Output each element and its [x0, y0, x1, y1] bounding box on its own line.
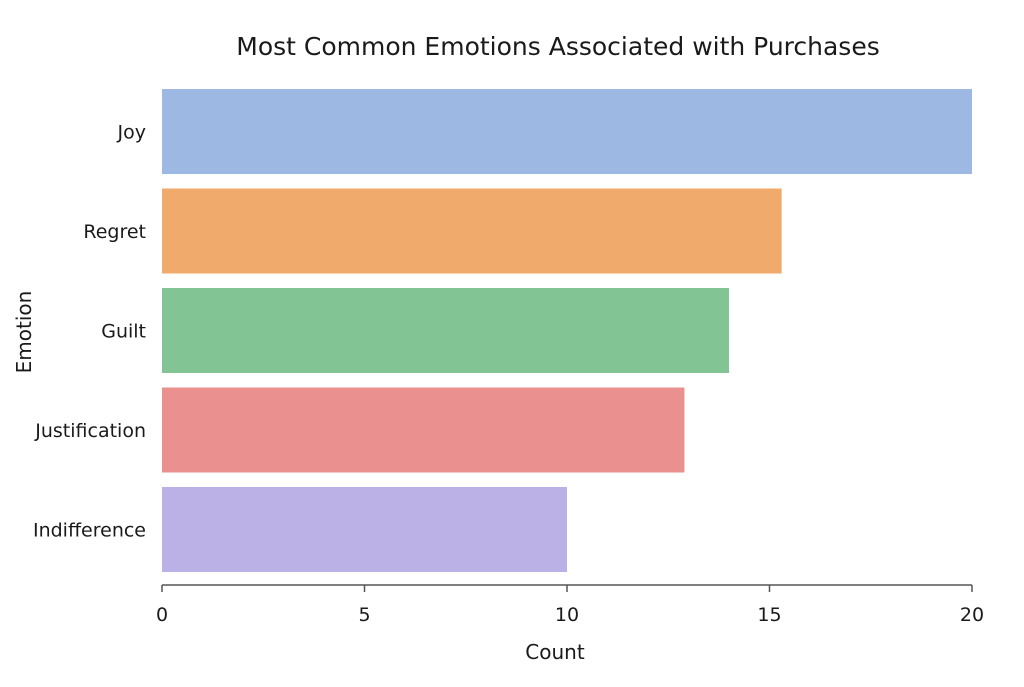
- x-tick-label-10: 10: [555, 604, 579, 626]
- x-tick-label-5: 5: [358, 604, 370, 626]
- bars: [162, 89, 972, 572]
- y-axis-title: Emotion: [12, 291, 36, 374]
- bar-joy: [162, 89, 972, 174]
- bar-indifference: [162, 487, 567, 572]
- x-tick-label-20: 20: [960, 604, 984, 626]
- x-tick-label-0: 0: [156, 604, 168, 626]
- category-label-justification: Justification: [34, 420, 146, 442]
- category-label-guilt: Guilt: [101, 321, 146, 343]
- bar-guilt: [162, 288, 729, 373]
- x-axis-ticks: 0 5 10 15 20: [156, 585, 984, 626]
- bar-regret: [162, 188, 782, 274]
- category-label-regret: Regret: [83, 221, 146, 243]
- category-labels: Joy Regret Guilt Justification Indifference: [33, 122, 146, 542]
- bar-justification: [162, 387, 685, 473]
- category-label-indifference: Indifference: [33, 520, 146, 542]
- x-tick-label-15: 15: [757, 604, 781, 626]
- chart-title: Most Common Emotions Associated with Pur…: [236, 32, 879, 61]
- category-label-joy: Joy: [117, 122, 146, 144]
- x-axis-title: Count: [525, 640, 585, 664]
